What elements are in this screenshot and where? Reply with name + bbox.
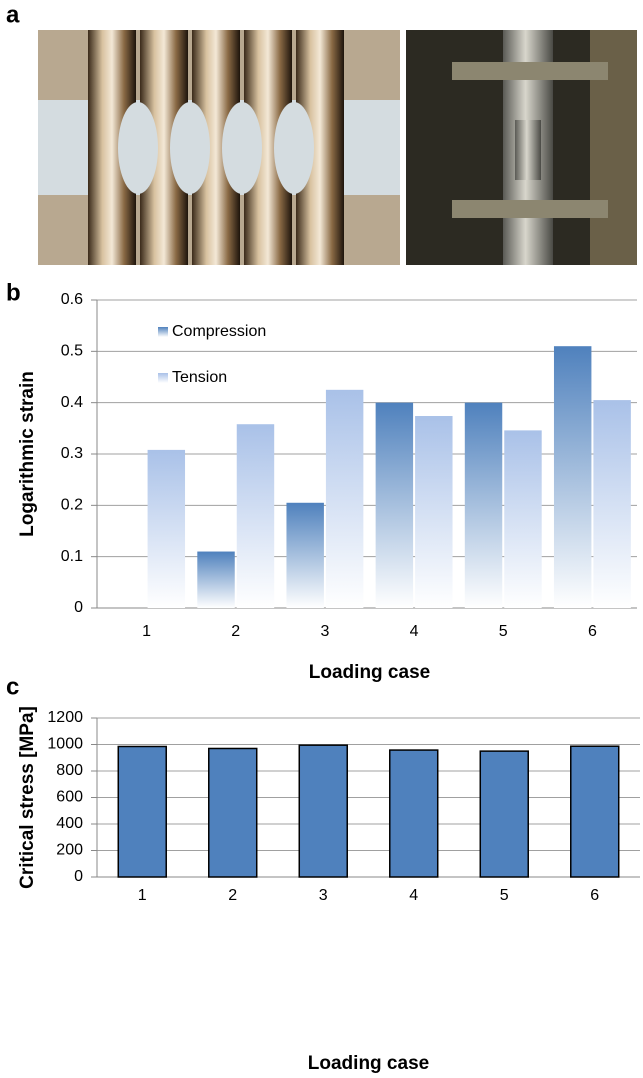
photo-tension-test <box>406 30 637 265</box>
y-tick-label: 0.2 <box>61 497 83 514</box>
figure: a b c 0 0.1 0.2 0.3 0.4 0.5 0.6 Loading case Log… <box>0 0 643 1078</box>
x-axis-title: Loading case <box>308 1053 429 1074</box>
page: a b c 0 0.1 0.2 0.3 0.4 0.5 0.6 Loading case Log… <box>0 0 643 1078</box>
y-tick-label: 0.6 <box>61 291 83 308</box>
x-tick-label: 4 <box>409 887 418 904</box>
bar <box>593 400 630 608</box>
x-tick-label: 1 <box>142 623 151 640</box>
legend-label: Compression <box>172 323 266 340</box>
bar <box>554 346 591 608</box>
bar <box>465 403 502 608</box>
bar <box>480 751 528 877</box>
x-tick-label: 5 <box>499 623 508 640</box>
photo-specimens <box>38 30 400 265</box>
y-tick-label: 0.3 <box>61 445 83 462</box>
y-tick-label: 0 <box>74 599 83 616</box>
legend-label: Tension <box>172 369 227 386</box>
bar <box>376 403 413 608</box>
x-tick-label: 6 <box>590 887 599 904</box>
x-tick-label: 6 <box>588 623 597 640</box>
x-tick-label: 2 <box>228 887 237 904</box>
x-tick-label: 2 <box>231 623 240 640</box>
x-tick-label: 5 <box>500 887 509 904</box>
y-tick-label: 0 <box>74 868 83 885</box>
y-axis-title: Logarithmic strain <box>17 371 38 537</box>
bar <box>415 416 452 608</box>
y-tick-label: 600 <box>56 789 83 806</box>
bar <box>390 750 438 877</box>
legend-swatch <box>158 373 168 383</box>
y-tick-label: 0.1 <box>61 548 83 565</box>
y-tick-label: 0.4 <box>61 394 83 411</box>
x-tick-label: 4 <box>410 623 419 640</box>
x-axis-title: Loading case <box>309 662 430 683</box>
y-axis-title: Critical stress [MPa] <box>17 706 38 889</box>
bar <box>299 745 347 877</box>
y-tick-label: 1200 <box>47 709 83 726</box>
bar <box>504 430 541 608</box>
bar <box>209 748 257 877</box>
y-tick-label: 400 <box>56 815 83 832</box>
panel-label: b <box>6 279 21 306</box>
bar <box>326 390 363 608</box>
x-tick-label: 1 <box>138 887 147 904</box>
bar <box>237 424 274 608</box>
legend-swatch <box>158 327 168 337</box>
y-tick-label: 200 <box>56 842 83 859</box>
y-tick-label: 1000 <box>47 736 83 753</box>
bar <box>118 746 166 877</box>
bar <box>197 552 234 608</box>
bar <box>571 746 619 877</box>
x-tick-label: 3 <box>319 887 328 904</box>
y-tick-label: 0.5 <box>61 343 83 360</box>
x-tick-label: 3 <box>320 623 329 640</box>
panel-label: c <box>6 673 19 700</box>
bar <box>148 450 185 608</box>
y-tick-label: 800 <box>56 762 83 779</box>
panel-label: a <box>6 1 20 28</box>
bar <box>286 503 323 608</box>
